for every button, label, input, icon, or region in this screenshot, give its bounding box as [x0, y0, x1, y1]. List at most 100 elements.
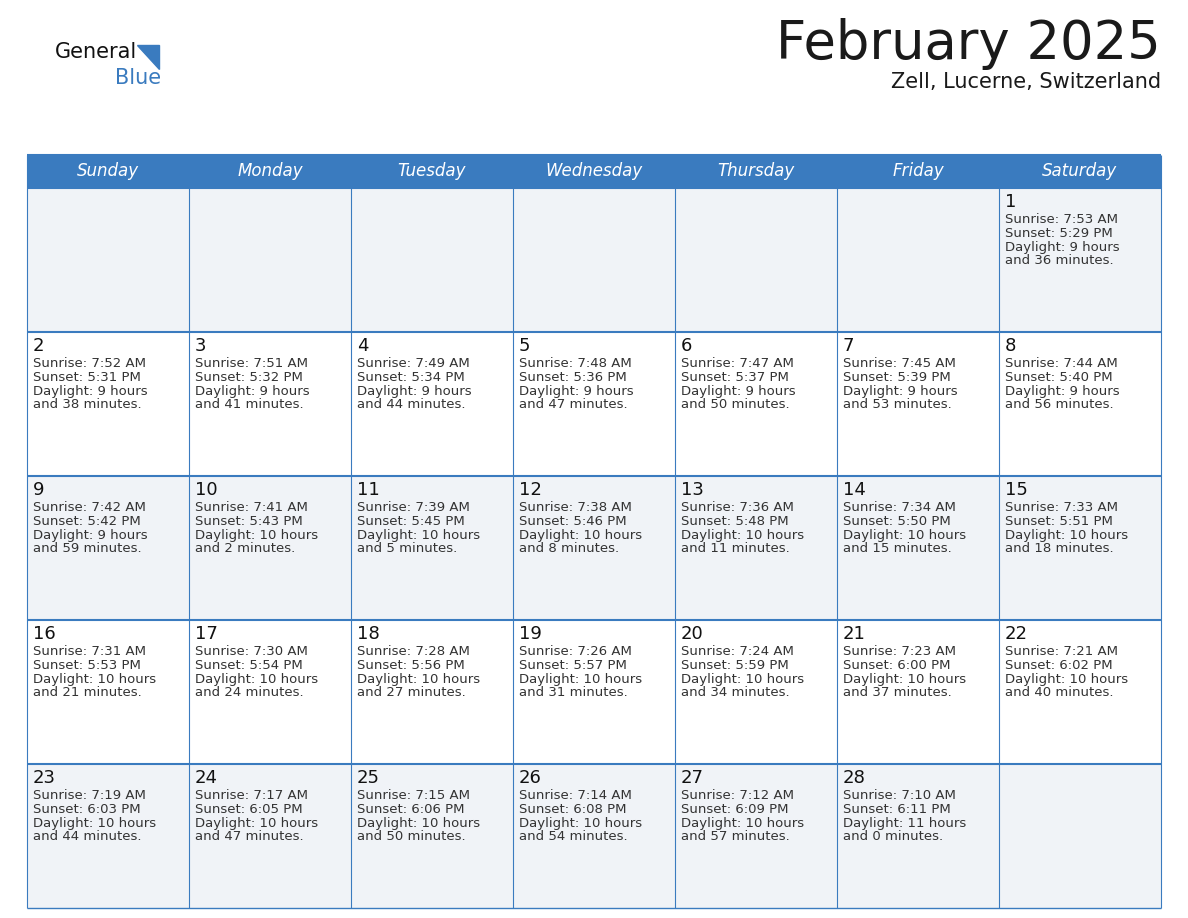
Text: Daylight: 10 hours: Daylight: 10 hours: [195, 529, 318, 542]
Text: 7: 7: [843, 337, 854, 355]
Text: Daylight: 10 hours: Daylight: 10 hours: [358, 529, 480, 542]
Text: Sunset: 5:56 PM: Sunset: 5:56 PM: [358, 659, 465, 672]
Text: 12: 12: [519, 481, 542, 499]
Bar: [189, 332, 350, 476]
Bar: [27, 332, 189, 476]
Text: Daylight: 9 hours: Daylight: 9 hours: [195, 385, 310, 397]
Text: Sunrise: 7:49 AM: Sunrise: 7:49 AM: [358, 357, 469, 370]
Text: Sunrise: 7:51 AM: Sunrise: 7:51 AM: [195, 357, 308, 370]
Text: Sunset: 6:00 PM: Sunset: 6:00 PM: [843, 659, 950, 672]
Text: Sunrise: 7:30 AM: Sunrise: 7:30 AM: [195, 645, 308, 658]
Text: Sunset: 6:02 PM: Sunset: 6:02 PM: [1005, 659, 1113, 672]
Text: Sunset: 5:42 PM: Sunset: 5:42 PM: [33, 515, 140, 528]
Text: 1: 1: [1005, 193, 1017, 211]
Text: and 38 minutes.: and 38 minutes.: [33, 398, 141, 411]
Text: Daylight: 10 hours: Daylight: 10 hours: [195, 673, 318, 686]
Text: 20: 20: [681, 625, 703, 643]
Text: Sunset: 5:34 PM: Sunset: 5:34 PM: [358, 371, 465, 384]
Bar: [350, 155, 513, 188]
Text: 18: 18: [358, 625, 380, 643]
Text: 26: 26: [519, 769, 542, 787]
Text: Sunrise: 7:36 AM: Sunrise: 7:36 AM: [681, 501, 794, 514]
Text: Sunset: 5:54 PM: Sunset: 5:54 PM: [195, 659, 303, 672]
Text: Sunset: 5:29 PM: Sunset: 5:29 PM: [1005, 227, 1113, 240]
Text: and 37 minutes.: and 37 minutes.: [843, 687, 952, 700]
Text: Sunset: 6:06 PM: Sunset: 6:06 PM: [358, 803, 465, 816]
Bar: [675, 188, 838, 332]
Text: and 27 minutes.: and 27 minutes.: [358, 687, 466, 700]
Text: Sunrise: 7:41 AM: Sunrise: 7:41 AM: [195, 501, 308, 514]
Text: Daylight: 10 hours: Daylight: 10 hours: [1005, 529, 1129, 542]
Text: 19: 19: [519, 625, 542, 643]
Text: Sunrise: 7:15 AM: Sunrise: 7:15 AM: [358, 789, 470, 802]
Text: Daylight: 9 hours: Daylight: 9 hours: [1005, 241, 1119, 253]
Text: Daylight: 9 hours: Daylight: 9 hours: [843, 385, 958, 397]
Text: Sunset: 5:57 PM: Sunset: 5:57 PM: [519, 659, 627, 672]
Text: and 54 minutes.: and 54 minutes.: [519, 831, 627, 844]
Text: and 34 minutes.: and 34 minutes.: [681, 687, 790, 700]
Text: and 18 minutes.: and 18 minutes.: [1005, 543, 1113, 555]
Text: Sunrise: 7:10 AM: Sunrise: 7:10 AM: [843, 789, 956, 802]
Text: Daylight: 10 hours: Daylight: 10 hours: [843, 529, 966, 542]
Text: 14: 14: [843, 481, 866, 499]
Text: 3: 3: [195, 337, 207, 355]
Bar: [675, 764, 838, 908]
Bar: [27, 188, 189, 332]
Text: Sunrise: 7:44 AM: Sunrise: 7:44 AM: [1005, 357, 1118, 370]
Text: Daylight: 11 hours: Daylight: 11 hours: [843, 817, 966, 830]
Text: February 2025: February 2025: [776, 18, 1161, 70]
Text: Sunrise: 7:48 AM: Sunrise: 7:48 AM: [519, 357, 632, 370]
Text: 2: 2: [33, 337, 44, 355]
Text: Daylight: 9 hours: Daylight: 9 hours: [519, 385, 633, 397]
Bar: [999, 620, 1161, 764]
Text: Sunrise: 7:42 AM: Sunrise: 7:42 AM: [33, 501, 146, 514]
Text: Daylight: 10 hours: Daylight: 10 hours: [195, 817, 318, 830]
Text: 17: 17: [195, 625, 217, 643]
Text: Friday: Friday: [892, 162, 944, 181]
Text: Sunset: 6:03 PM: Sunset: 6:03 PM: [33, 803, 140, 816]
Text: Sunrise: 7:28 AM: Sunrise: 7:28 AM: [358, 645, 470, 658]
Text: Daylight: 10 hours: Daylight: 10 hours: [358, 817, 480, 830]
Text: and 31 minutes.: and 31 minutes.: [519, 687, 627, 700]
Bar: [27, 476, 189, 620]
Text: and 15 minutes.: and 15 minutes.: [843, 543, 952, 555]
Text: Sunset: 6:08 PM: Sunset: 6:08 PM: [519, 803, 626, 816]
Text: Daylight: 10 hours: Daylight: 10 hours: [33, 817, 156, 830]
Text: Sunrise: 7:14 AM: Sunrise: 7:14 AM: [519, 789, 632, 802]
Text: Saturday: Saturday: [1042, 162, 1118, 181]
Text: and 21 minutes.: and 21 minutes.: [33, 687, 141, 700]
Text: and 5 minutes.: and 5 minutes.: [358, 543, 457, 555]
Bar: [675, 620, 838, 764]
Bar: [513, 764, 675, 908]
Text: Sunset: 5:39 PM: Sunset: 5:39 PM: [843, 371, 950, 384]
Text: 15: 15: [1005, 481, 1028, 499]
Text: Sunrise: 7:21 AM: Sunrise: 7:21 AM: [1005, 645, 1118, 658]
Text: Daylight: 10 hours: Daylight: 10 hours: [681, 673, 804, 686]
Bar: [675, 332, 838, 476]
Text: Thursday: Thursday: [718, 162, 795, 181]
Text: 21: 21: [843, 625, 866, 643]
Text: and 44 minutes.: and 44 minutes.: [358, 398, 466, 411]
Text: 28: 28: [843, 769, 866, 787]
Text: and 47 minutes.: and 47 minutes.: [195, 831, 304, 844]
Text: Sunrise: 7:38 AM: Sunrise: 7:38 AM: [519, 501, 632, 514]
Text: 24: 24: [195, 769, 219, 787]
Text: Sunset: 5:36 PM: Sunset: 5:36 PM: [519, 371, 627, 384]
Text: 23: 23: [33, 769, 56, 787]
Bar: [675, 476, 838, 620]
Text: and 11 minutes.: and 11 minutes.: [681, 543, 790, 555]
Text: 11: 11: [358, 481, 380, 499]
Bar: [350, 188, 513, 332]
Text: Sunset: 5:31 PM: Sunset: 5:31 PM: [33, 371, 141, 384]
Bar: [189, 476, 350, 620]
Bar: [189, 155, 350, 188]
Bar: [189, 188, 350, 332]
Text: Sunset: 5:46 PM: Sunset: 5:46 PM: [519, 515, 626, 528]
Text: Sunset: 5:40 PM: Sunset: 5:40 PM: [1005, 371, 1113, 384]
Text: Daylight: 10 hours: Daylight: 10 hours: [519, 529, 643, 542]
Text: Monday: Monday: [238, 162, 303, 181]
Text: Blue: Blue: [115, 68, 162, 88]
Text: Daylight: 10 hours: Daylight: 10 hours: [681, 817, 804, 830]
Text: Sunset: 5:43 PM: Sunset: 5:43 PM: [195, 515, 303, 528]
Bar: [999, 188, 1161, 332]
